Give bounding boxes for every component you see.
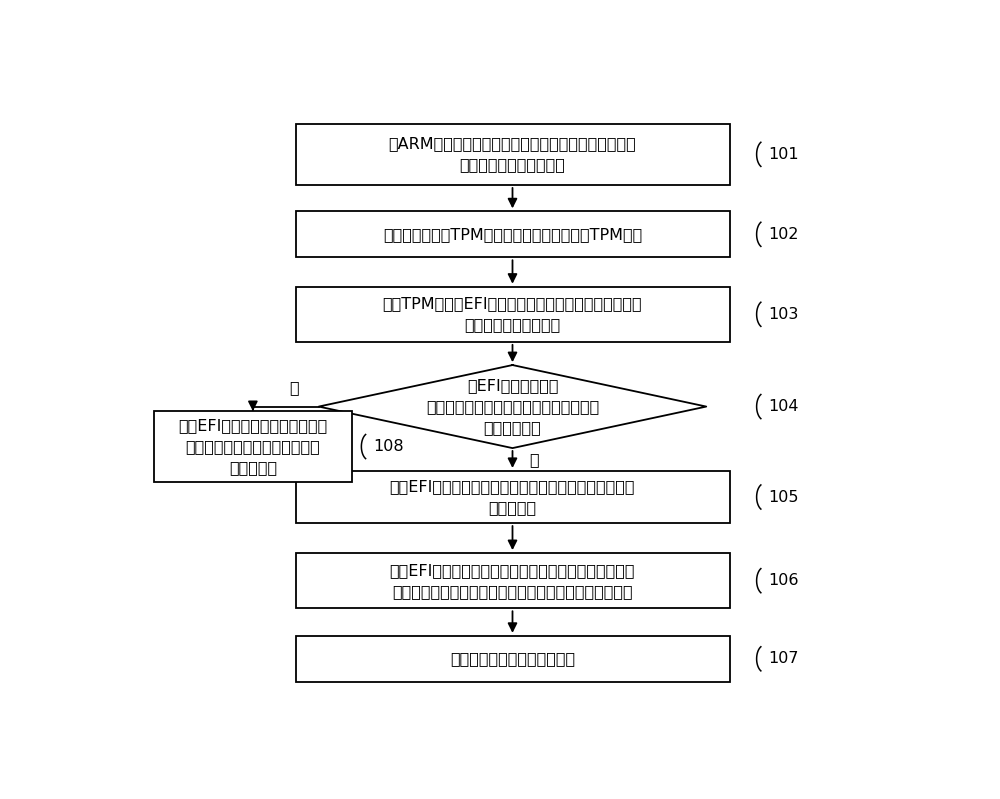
Text: 103: 103 <box>768 307 799 322</box>
Text: 不对EFI的初始化模块以及服务器
上电到操作引导阶段的代码和数
据进行加载: 不对EFI的初始化模块以及服务器 上电到操作引导阶段的代码和数 据进行加载 <box>178 418 328 475</box>
Text: 105: 105 <box>768 490 799 504</box>
Text: 101: 101 <box>768 147 799 162</box>
Text: 为ARM处理器划分出安全存储空间，将硬件信息作为信
任根存储于安全存储空间: 为ARM处理器划分出安全存储空间，将硬件信息作为信 任根存储于安全存储空间 <box>389 137 636 173</box>
Text: 验EFI的初始化模块
以及服务器上电到操作引导阶段的代码和
数据是否完整: 验EFI的初始化模块 以及服务器上电到操作引导阶段的代码和 数据是否完整 <box>426 378 599 435</box>
FancyBboxPatch shape <box>296 211 730 257</box>
Text: 104: 104 <box>768 399 799 414</box>
FancyBboxPatch shape <box>296 471 730 523</box>
Text: 验证驱动文件和设备文件完整: 验证驱动文件和设备文件完整 <box>450 651 575 666</box>
FancyBboxPatch shape <box>296 124 730 185</box>
Text: 106: 106 <box>768 573 799 588</box>
Text: 是: 是 <box>530 452 539 467</box>
FancyBboxPatch shape <box>154 411 352 482</box>
Text: 107: 107 <box>768 651 799 666</box>
Text: 102: 102 <box>768 227 799 242</box>
Text: 加载EFI的初始化模块以及服务器上电到操作引导阶段的
代码和数据: 加载EFI的初始化模块以及服务器上电到操作引导阶段的 代码和数据 <box>390 479 635 515</box>
Text: 108: 108 <box>373 439 404 454</box>
Text: 否: 否 <box>289 380 298 396</box>
Text: 利用EFI的初始化模块以及服务器上电到操作引导阶段代
码度量驱动执行环境和驱动程序中的驱动文件和设备文件: 利用EFI的初始化模块以及服务器上电到操作引导阶段代 码度量驱动执行环境和驱动程… <box>390 562 635 598</box>
Text: 利用TPM，度量EFI的初始化模块以及服务器上电到操作
引导阶段的代码和数据: 利用TPM，度量EFI的初始化模块以及服务器上电到操作 引导阶段的代码和数据 <box>383 296 642 332</box>
FancyBboxPatch shape <box>296 553 730 608</box>
Text: 基于信任根开启TPM，进行加电自检，并确定TPM可用: 基于信任根开启TPM，进行加电自检，并确定TPM可用 <box>383 227 642 242</box>
FancyBboxPatch shape <box>296 636 730 682</box>
FancyBboxPatch shape <box>296 287 730 342</box>
Polygon shape <box>319 365 706 448</box>
